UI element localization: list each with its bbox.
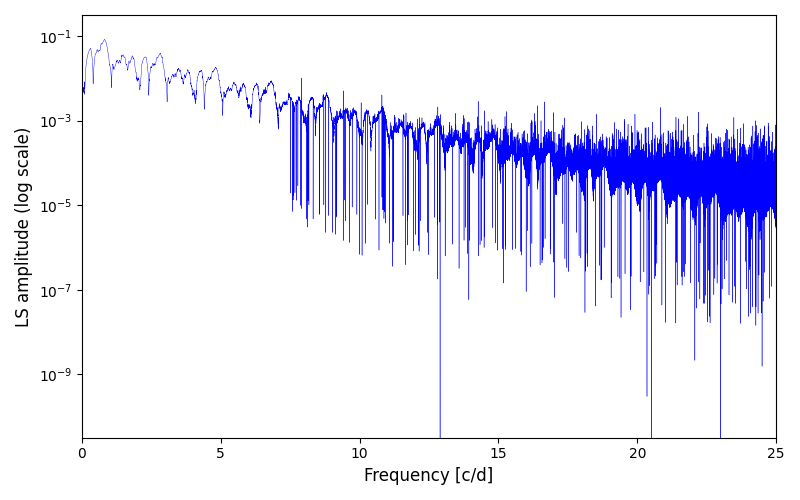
X-axis label: Frequency [c/d]: Frequency [c/d] xyxy=(364,467,494,485)
Y-axis label: LS amplitude (log scale): LS amplitude (log scale) xyxy=(15,126,33,326)
